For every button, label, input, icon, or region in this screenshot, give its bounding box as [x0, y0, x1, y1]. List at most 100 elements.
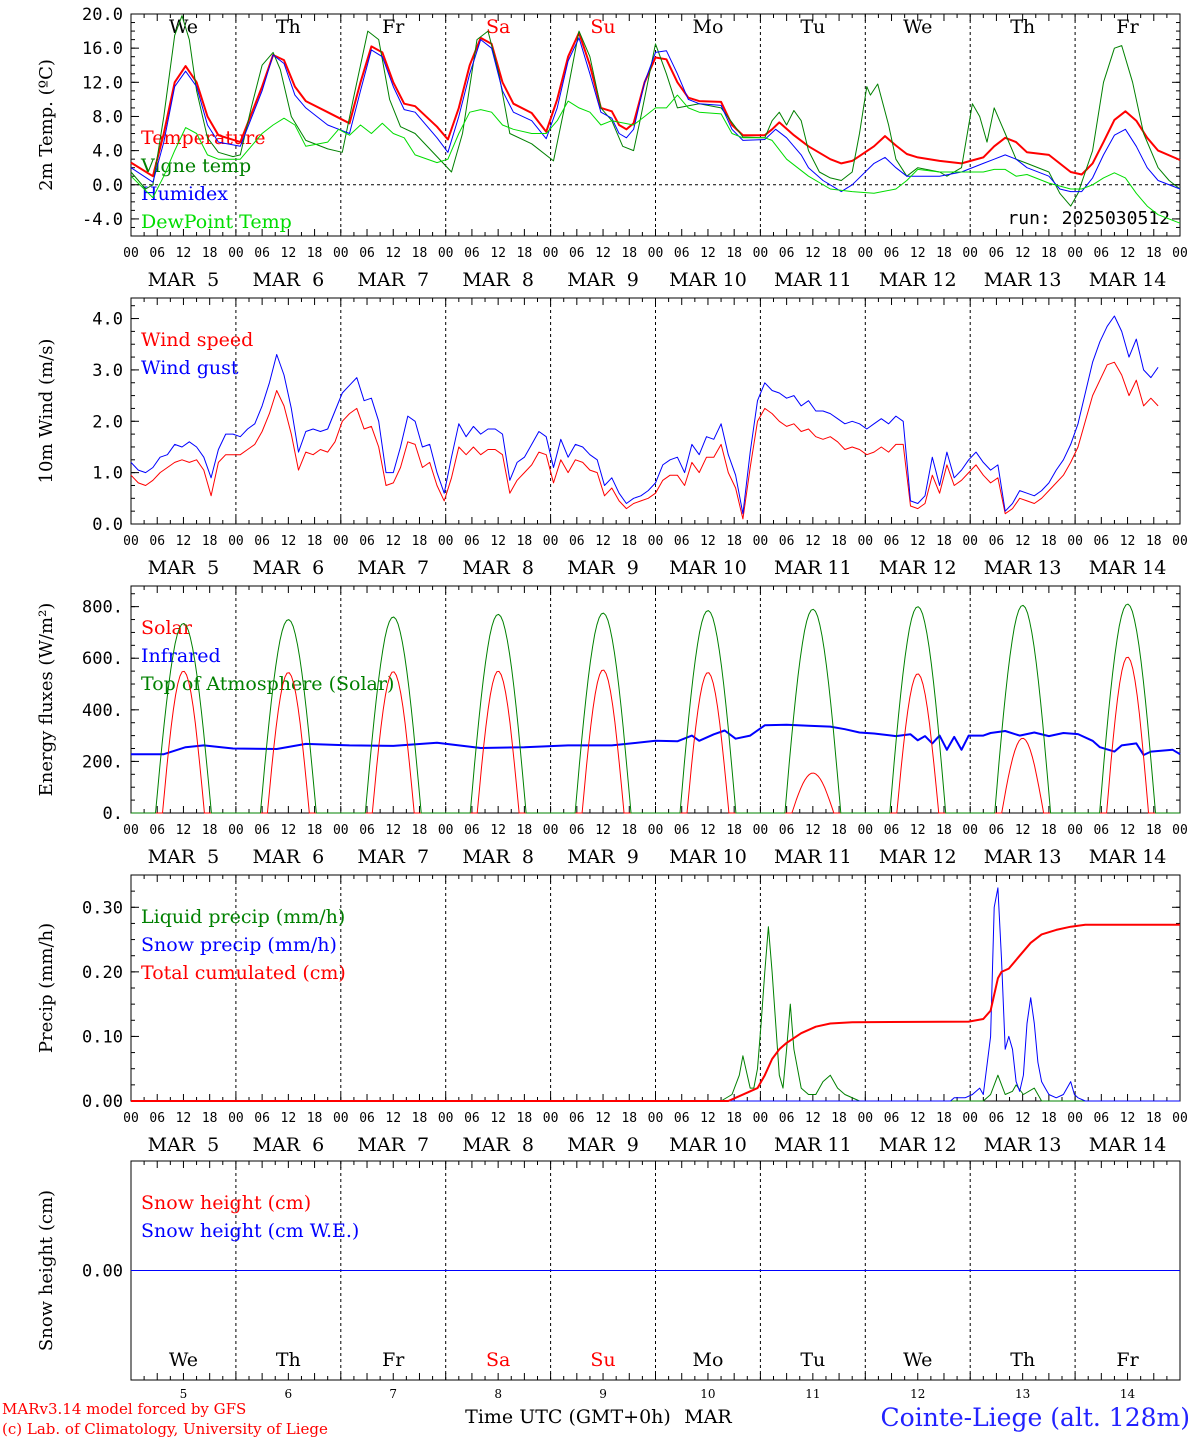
hour-label: 18 — [412, 823, 428, 838]
hour-label: 18 — [1146, 246, 1162, 261]
legend-entry: Temperature — [141, 127, 265, 149]
date-label: MAR 7 — [357, 269, 429, 291]
hour-label: 06 — [569, 823, 585, 838]
hour-label: 00 — [857, 534, 873, 549]
weekday-label: Fr — [1116, 1349, 1139, 1371]
hour-label: 12 — [910, 1111, 926, 1126]
hour-label: 12 — [490, 534, 506, 549]
hour-label: 12 — [805, 823, 821, 838]
legend-entry: Snow height (cm W.E.) — [141, 1220, 359, 1242]
hour-label: 12 — [1015, 534, 1031, 549]
date-label: MAR 5 — [148, 269, 220, 291]
x-axis-month: MAR — [684, 1406, 732, 1428]
hour-label: 00 — [543, 534, 559, 549]
date-label: MAR 6 — [253, 269, 325, 291]
hour-label: 00 — [648, 534, 664, 549]
date-label: MAR 6 — [253, 557, 325, 579]
hour-label: 06 — [464, 823, 480, 838]
hour-label: 12 — [1015, 1111, 1031, 1126]
hour-label: 06 — [1093, 823, 1109, 838]
hour-label: 18 — [1041, 246, 1057, 261]
y-tick-label: 12.0 — [82, 73, 123, 93]
legend-entry: Total cumulated (cm) — [141, 962, 346, 984]
hour-label: 18 — [1146, 1111, 1162, 1126]
hour-label: 18 — [517, 1111, 533, 1126]
date-label: MAR 8 — [462, 846, 534, 868]
hour-label: 06 — [569, 1111, 585, 1126]
series-liquid-precip-mm-h — [131, 926, 1180, 1102]
hour-label: 00 — [753, 534, 769, 549]
hour-label: 00 — [1172, 246, 1188, 261]
date-label: MAR 12 — [879, 846, 957, 868]
series-wind-gust — [130, 315, 1159, 515]
date-label: MAR 10 — [669, 557, 747, 579]
weekday-label: We — [169, 1349, 198, 1371]
series-infrared — [131, 723, 1181, 756]
weekday-label: Fr — [1116, 16, 1139, 38]
lab-credit: (c) Lab. of Climatology, University of L… — [2, 1420, 328, 1438]
hour-label: 18 — [1041, 534, 1057, 549]
legend-entry: Top of Atmosphere (Solar) — [141, 673, 394, 695]
hour-label: 18 — [831, 823, 847, 838]
legend-entry: Snow height (cm) — [141, 1192, 311, 1214]
weekday-label: Tu — [800, 1349, 825, 1371]
hour-label: 12 — [490, 246, 506, 261]
hour-label: 00 — [857, 1111, 873, 1126]
y-tick-label: 1.0 — [92, 464, 123, 484]
hour-label: 06 — [359, 534, 375, 549]
model-credit: MARv3.14 model forced by GFS — [2, 1400, 246, 1418]
date-label: MAR 9 — [567, 557, 639, 579]
hour-label: 18 — [517, 823, 533, 838]
hour-label: 18 — [936, 534, 952, 549]
hour-label: 18 — [1041, 823, 1057, 838]
day-number: 13 — [1015, 1387, 1030, 1401]
y-tick-label: 4.0 — [92, 142, 123, 162]
y-tick-label: 600. — [82, 649, 123, 669]
date-label: MAR 10 — [669, 846, 747, 868]
hour-label: 00 — [543, 246, 559, 261]
series-snow-precip-mm-h — [131, 887, 1180, 1102]
hour-label: 18 — [726, 246, 742, 261]
hour-label: 06 — [464, 1111, 480, 1126]
date-label: MAR 11 — [774, 846, 852, 868]
y-tick-label: 0.00 — [82, 1092, 123, 1112]
hour-label: 06 — [359, 246, 375, 261]
hour-label: 06 — [569, 246, 585, 261]
hour-label: 12 — [700, 1111, 716, 1126]
hour-label: 00 — [438, 1111, 454, 1126]
hour-label: 12 — [385, 246, 401, 261]
hour-label: 12 — [176, 823, 192, 838]
hour-label: 06 — [779, 534, 795, 549]
hour-label: 00 — [1067, 823, 1083, 838]
legend-entry: Infrared — [141, 645, 221, 667]
hour-label: 12 — [1120, 1111, 1136, 1126]
panel-energy: 800. 600. 400. 200. 0. Energy fluxes (W/m²) So… — [36, 585, 1188, 868]
hour-label: 12 — [910, 823, 926, 838]
hour-label: 18 — [831, 1111, 847, 1126]
date-label: MAR 14 — [1089, 557, 1167, 579]
weekday-label: Fr — [382, 1349, 405, 1371]
hour-label: 00 — [228, 246, 244, 261]
hour-label: 00 — [543, 1111, 559, 1126]
hour-label: 12 — [805, 1111, 821, 1126]
day-number: 10 — [700, 1387, 715, 1401]
hour-label: 00 — [123, 1111, 139, 1126]
date-label: MAR 5 — [148, 557, 220, 579]
hour-label: 12 — [805, 246, 821, 261]
weekday-label: Sa — [486, 16, 510, 38]
y-tick-label: -4.0 — [82, 210, 123, 230]
hour-label: 06 — [464, 534, 480, 549]
weekday-label: Su — [590, 1349, 615, 1371]
hour-label: 00 — [228, 534, 244, 549]
hour-label: 06 — [254, 823, 270, 838]
date-label: MAR 11 — [774, 557, 852, 579]
y-tick-label: 8.0 — [92, 107, 123, 127]
y-tick-label: 0. — [103, 804, 123, 824]
weekday-label: Mo — [692, 16, 723, 38]
hour-label: 06 — [989, 246, 1005, 261]
date-label: MAR 8 — [462, 557, 534, 579]
y-axis-label: Precip (mm/h) — [36, 923, 57, 1053]
hour-label: 00 — [753, 1111, 769, 1126]
y-axis-label: 2m Temp. (ºC) — [36, 59, 57, 191]
